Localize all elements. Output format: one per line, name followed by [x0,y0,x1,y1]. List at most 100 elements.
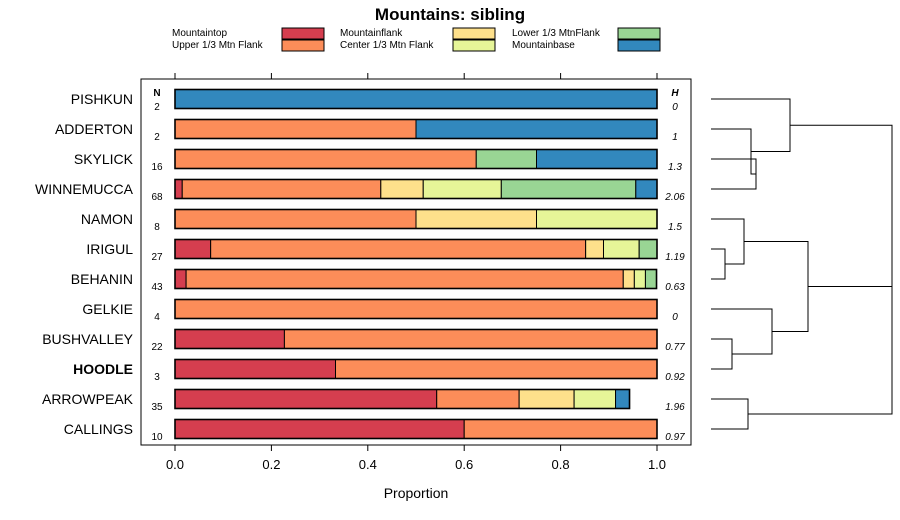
x-axis-label: Proportion [384,485,449,501]
bar-segment-mountaintop [174,269,187,289]
dendrogram-link [711,398,749,430]
n-value: 27 [151,252,163,263]
x-tick-label: 0.4 [359,457,377,472]
legend-swatch-upper-1-3-mtn-flank [281,39,325,52]
bar-outline [174,208,658,230]
legend-swatch-mountaintop [281,27,325,40]
bar-segment-mountainbase [635,179,658,199]
x-tick-label: 1.0 [648,457,666,472]
bar-segment-lower-1-3-mtnflank [638,239,658,259]
plot-panel [140,78,692,446]
bar-segment-lower-1-3-mtnflank [475,149,537,169]
h-value: 0.77 [665,342,685,353]
legend-label-mountainflank: Mountainflank [340,28,403,39]
h-value: 0.92 [665,372,685,383]
dendrogram-link [748,286,893,415]
dendrogram-link [711,308,773,355]
bar-outline [174,358,658,380]
bar-segment-center-1-3-mtn-flank [422,179,502,199]
bar-outline [174,328,658,350]
bar-segment-mountaintop [174,359,337,379]
h-value: 2.06 [664,192,685,203]
h-value: 0 [672,312,678,323]
bars-group: PISHKUN 2 0 ADDERTON 2 1 SKYLICK 16 1.3 WINNEMUCC… [35,88,685,443]
h-header: H [671,88,679,99]
h-value: 1.96 [665,402,685,413]
n-value: 35 [151,402,163,413]
bar-segment-mountainbase [536,149,658,169]
n-value: 10 [151,432,163,443]
bar-segment-mountainbase [615,389,631,409]
bar-segment-upper-1-3-mtn-flank [181,179,382,199]
dendrogram [711,98,893,430]
bar-segment-upper-1-3-mtn-flank [436,389,520,409]
n-value: 43 [151,282,163,293]
bar-segment-upper-1-3-mtn-flank [174,209,417,229]
n-value: 68 [151,192,163,203]
bar-segment-upper-1-3-mtn-flank [174,299,658,319]
bar-outline [174,238,658,260]
x-axis: 0.0 0.2 0.4 0.6 0.8 1.0 [166,73,666,472]
bar-segment-center-1-3-mtn-flank [536,209,658,229]
bar-segment-mountaintop [174,329,285,349]
bar-segment-lower-1-3-mtnflank [500,179,637,199]
h-value: 0.63 [665,282,685,293]
h-value: 1.5 [668,222,682,233]
bar-segment-center-1-3-mtn-flank [602,239,640,259]
bar-segment-upper-1-3-mtn-flank [174,119,417,139]
category-label: SKYLICK [74,151,134,167]
h-value: 0 [672,102,678,113]
category-label: PISHKUN [71,91,133,107]
dendrogram-link [790,124,893,351]
bar-segment-mountaintop [174,239,212,259]
x-tick-label: 0.0 [166,457,184,472]
n-value: 2 [154,102,160,113]
h-value: 1.19 [665,252,685,263]
category-label: ARROWPEAK [42,391,134,407]
dendrogram-link [711,218,745,265]
x-tick-label: 0.6 [455,457,473,472]
bar-segment-upper-1-3-mtn-flank [185,269,624,289]
n-value: 16 [151,162,163,173]
bar-outline [174,178,658,200]
h-value: 0.97 [665,432,685,443]
bar-outline [174,298,658,320]
category-label: BEHANIN [71,271,133,287]
chart-title: Mountains: sibling [375,5,525,24]
bar-outline [174,88,658,110]
n-value: 22 [151,342,163,353]
dendrogram-link [711,128,756,175]
legend-label-upper-1-3-mtn-flank: Upper 1/3 Mtn Flank [172,40,264,51]
legend-swatch-lower-1-3-mtnflank [617,27,661,40]
bar-segment-mountaintop [174,179,183,199]
bar-segment-center-1-3-mtn-flank [633,269,646,289]
legend-label-center-1-3-mtn-flank: Center 1/3 Mtn Flank [340,40,434,51]
bar-segment-mountainbase [174,89,658,109]
category-label: ADDERTON [55,121,133,137]
bar-segment-mountainbase [415,119,658,139]
bar-segment-mountaintop [174,419,465,439]
category-label: WINNEMUCCA [35,181,134,197]
x-tick-label: 0.8 [552,457,570,472]
bar-segment-mountainflank [380,179,424,199]
bar-segment-mountainflank [585,239,604,259]
bar-segment-mountainflank [518,389,575,409]
bar-segment-upper-1-3-mtn-flank [174,149,477,169]
bar-segment-mountaintop [174,389,438,409]
n-value: 8 [154,222,160,233]
bar-outline [174,148,658,170]
bar-segment-center-1-3-mtn-flank [573,389,617,409]
dendrogram-link [711,248,726,280]
legend-label-mountaintop: Mountaintop [172,28,227,39]
legend-swatch-center-1-3-mtn-flank [452,39,496,52]
bar-segment-lower-1-3-mtnflank [644,269,658,289]
h-value: 1.3 [668,162,682,173]
category-label: NAMON [81,211,133,227]
category-label: CALLINGS [64,421,133,437]
x-tick-label: 0.2 [262,457,280,472]
legend-label-lower-1-3-mtnflank: Lower 1/3 MtnFlank [512,28,601,39]
dendrogram-link [711,158,757,190]
legend-swatch-mountainflank [452,27,496,40]
